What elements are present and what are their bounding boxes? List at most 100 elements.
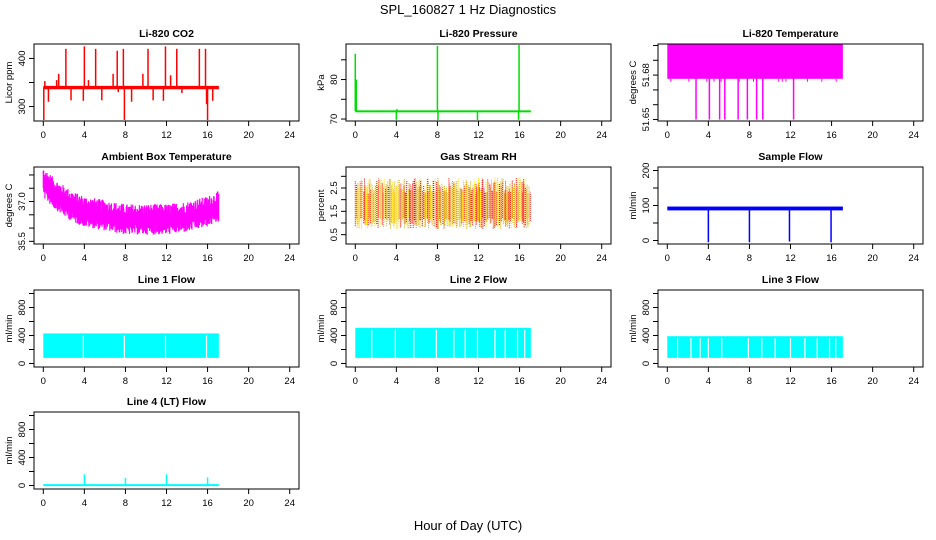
x-tick-label: 12 — [473, 253, 484, 264]
data-series — [667, 44, 843, 120]
y-tick-label: 300 — [17, 99, 28, 115]
x-tick-label: 16 — [514, 130, 525, 141]
panel-title: Li-820 Pressure — [439, 28, 517, 40]
x-tick-label: 24 — [284, 376, 295, 387]
x-tick-label: 12 — [785, 130, 796, 141]
x-tick-label: 20 — [243, 498, 254, 509]
data-series — [43, 474, 219, 487]
y-tick-label: 200 — [641, 163, 652, 179]
panel-title: Line 2 Flow — [450, 274, 508, 286]
plot-box — [345, 43, 612, 122]
data-series — [667, 206, 843, 243]
x-tick-label: 12 — [161, 376, 172, 387]
x-tick-label: 12 — [785, 376, 796, 387]
x-tick-label: 16 — [202, 376, 213, 387]
panel-ambient-box-temperature: Ambient Box Temperature 0 4 8 12 16 20 24 35.5 37… — [4, 151, 300, 264]
figure-title: SPL_160827 1 Hz Diagnostics — [379, 2, 557, 17]
panel-title: Line 4 (LT) Flow — [127, 396, 207, 408]
y-tick-label: 80 — [329, 74, 340, 85]
y-axis-label: percent — [316, 189, 327, 221]
x-tick-label: 20 — [555, 253, 566, 264]
x-tick-label: 0 — [353, 376, 358, 387]
y-tick-label: 400 — [17, 328, 28, 344]
y-tick-label: 0 — [17, 483, 28, 488]
y-tick-label: 800 — [17, 422, 28, 438]
y-tick-label: 51.65 — [641, 108, 652, 132]
x-tick-label: 4 — [706, 130, 711, 141]
x-tick-label: 8 — [435, 376, 440, 387]
y-axis-label: Licor ppm — [4, 62, 15, 104]
panel-title: Ambient Box Temperature — [101, 151, 232, 163]
x-tick-label: 20 — [867, 253, 878, 264]
x-tick-label: 0 — [353, 130, 358, 141]
x-tick-label: 8 — [123, 376, 128, 387]
x-tick-label: 20 — [867, 130, 878, 141]
x-tick-label: 12 — [785, 253, 796, 264]
y-axis-label: kPa — [316, 74, 327, 91]
x-tick-label: 4 — [82, 498, 87, 509]
x-tick-label: 20 — [867, 376, 878, 387]
data-series — [43, 333, 219, 358]
y-axis-label: degrees C — [4, 183, 15, 227]
x-tick-label: 0 — [665, 376, 670, 387]
x-tick-label: 4 — [394, 376, 399, 387]
x-tick-label: 16 — [202, 498, 213, 509]
x-tick-label: 0 — [41, 130, 46, 141]
x-tick-label: 24 — [284, 130, 295, 141]
x-tick-label: 8 — [435, 253, 440, 264]
x-tick-label: 4 — [394, 253, 399, 264]
y-tick-label: 400 — [329, 328, 340, 344]
data-band — [43, 484, 219, 487]
x-tick-label: 0 — [41, 498, 46, 509]
data-band — [667, 44, 843, 79]
x-tick-label: 24 — [284, 253, 295, 264]
y-tick-label: 0 — [329, 361, 340, 366]
x-tick-label: 24 — [908, 253, 919, 264]
x-tick-label: 4 — [82, 376, 87, 387]
x-tick-label: 4 — [82, 253, 87, 264]
panel-title: Line 3 Flow — [762, 274, 820, 286]
panel-title: Line 1 Flow — [138, 274, 196, 286]
data-series — [42, 170, 220, 235]
x-tick-label: 4 — [82, 130, 87, 141]
y-tick-label: 800 — [329, 300, 340, 316]
x-tick-label: 16 — [826, 376, 837, 387]
x-tick-label: 24 — [596, 130, 607, 141]
x-tick-label: 20 — [243, 376, 254, 387]
panel-title: Sample Flow — [758, 151, 823, 163]
x-tick-label: 12 — [161, 253, 172, 264]
y-tick-label: 0 — [17, 361, 28, 366]
x-tick-label: 8 — [435, 130, 440, 141]
x-tick-label: 12 — [473, 130, 484, 141]
data-series — [667, 336, 843, 358]
y-tick-label: 400 — [17, 51, 28, 67]
y-axis-label: ml/min — [4, 437, 15, 465]
x-tick-label: 20 — [243, 253, 254, 264]
data-band — [355, 110, 531, 113]
x-tick-label: 12 — [161, 498, 172, 509]
x-tick-label: 20 — [243, 130, 254, 141]
x-tick-label: 12 — [473, 376, 484, 387]
x-tick-label: 4 — [706, 253, 711, 264]
y-tick-label: 800 — [641, 300, 652, 316]
plot-box — [33, 43, 300, 122]
x-tick-label: 20 — [555, 376, 566, 387]
x-tick-label: 24 — [908, 130, 919, 141]
x-tick-label: 24 — [596, 253, 607, 264]
y-tick-label: 1.5 — [329, 205, 340, 218]
panel-title: Li-820 Temperature — [742, 28, 838, 40]
x-tick-label: 8 — [123, 253, 128, 264]
x-tick-label: 0 — [41, 376, 46, 387]
x-tick-label: 16 — [514, 376, 525, 387]
panel-title: Li-820 CO2 — [139, 28, 194, 40]
y-axis-label: ml/min — [316, 315, 327, 343]
y-axis-label: ml/min — [4, 315, 15, 343]
x-tick-label: 16 — [514, 253, 525, 264]
